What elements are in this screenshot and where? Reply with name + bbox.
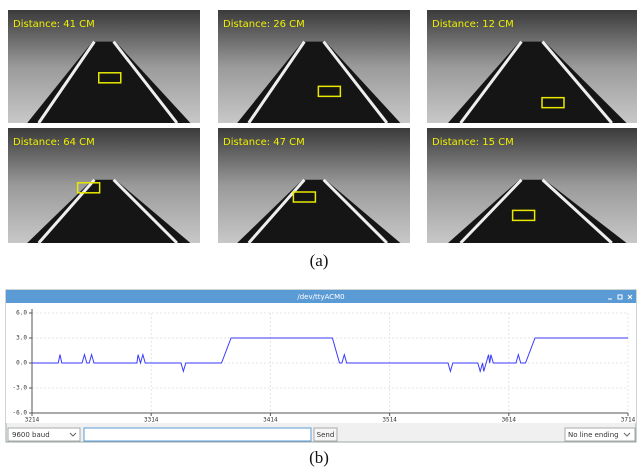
y-tick-label: 0.0: [16, 360, 27, 367]
lane-line: [322, 178, 389, 245]
detection-box: [292, 191, 317, 203]
distance-label: Distance: 12 CM: [432, 19, 514, 30]
window-title: /dev/ttyACM0: [297, 293, 344, 301]
y-tick-label: -3.0: [13, 385, 28, 392]
lane-line: [247, 178, 306, 244]
distance-label: Distance: 64 CM: [13, 137, 95, 148]
lane-line: [541, 40, 613, 124]
distance-label: Distance: 15 CM: [432, 137, 514, 148]
baud-label: 9600 baud: [12, 431, 50, 439]
x-tick-label: 3514: [382, 417, 397, 424]
photo: Distance: 47 CM: [218, 128, 410, 245]
photo: Distance: 64 CM: [8, 128, 200, 245]
photo: Distance: 15 CM: [427, 128, 637, 245]
lane-line: [459, 40, 523, 124]
detection-box: [511, 209, 536, 222]
lane-line: [247, 40, 306, 124]
x-tick-label: 3314: [144, 417, 159, 424]
distance-label: Distance: 47 CM: [223, 137, 305, 148]
road: [448, 41, 627, 123]
lane-line: [322, 40, 389, 124]
caption: (b): [309, 448, 329, 467]
caption: (a): [310, 251, 329, 270]
y-tick-label: -6.0: [13, 410, 28, 417]
detection-box: [76, 182, 101, 194]
lane-line: [112, 40, 179, 124]
road: [448, 179, 627, 243]
photo: Distance: 41 CM: [8, 10, 200, 124]
photo: Distance: 12 CM: [427, 10, 637, 124]
lane-line: [459, 178, 523, 245]
line-ending-dropdown[interactable]: [564, 427, 636, 442]
photo: Distance: 26 CM: [218, 10, 410, 124]
line-ending-label: No line ending: [568, 431, 619, 439]
x-tick-label: 3214: [25, 417, 40, 424]
data-line: [32, 337, 628, 374]
dropdown-arrow: [69, 432, 77, 437]
detection-box: [541, 96, 565, 109]
lane-line: [37, 178, 96, 244]
y-tick-label: 6.0: [16, 310, 27, 317]
send-button[interactable]: [313, 427, 338, 442]
window-controls[interactable]: [608, 294, 633, 300]
y-tick-label: 3.0: [16, 335, 27, 342]
baud-dropdown[interactable]: [7, 427, 81, 442]
x-tick-label: 3414: [263, 417, 278, 424]
panel-a: Distance: 41 CM Distance: 26 CM Distance: …: [8, 10, 637, 245]
distance-label: Distance: 41 CM: [13, 19, 95, 30]
lane-line: [37, 40, 96, 124]
x-tick-label: 3714: [621, 417, 636, 424]
send-label: Send: [317, 431, 335, 439]
title-bar: [6, 290, 636, 303]
text-input[interactable]: [83, 427, 312, 442]
road: [237, 179, 401, 243]
road: [27, 179, 191, 243]
detection-box: [317, 85, 342, 98]
road: [237, 41, 401, 123]
dropdown-arrow: [623, 432, 631, 437]
detection-box: [98, 72, 122, 84]
lane-line: [112, 178, 179, 245]
distance-label: Distance: 26 CM: [223, 19, 305, 30]
x-tick-label: 3614: [502, 417, 517, 424]
lane-line: [541, 178, 613, 245]
